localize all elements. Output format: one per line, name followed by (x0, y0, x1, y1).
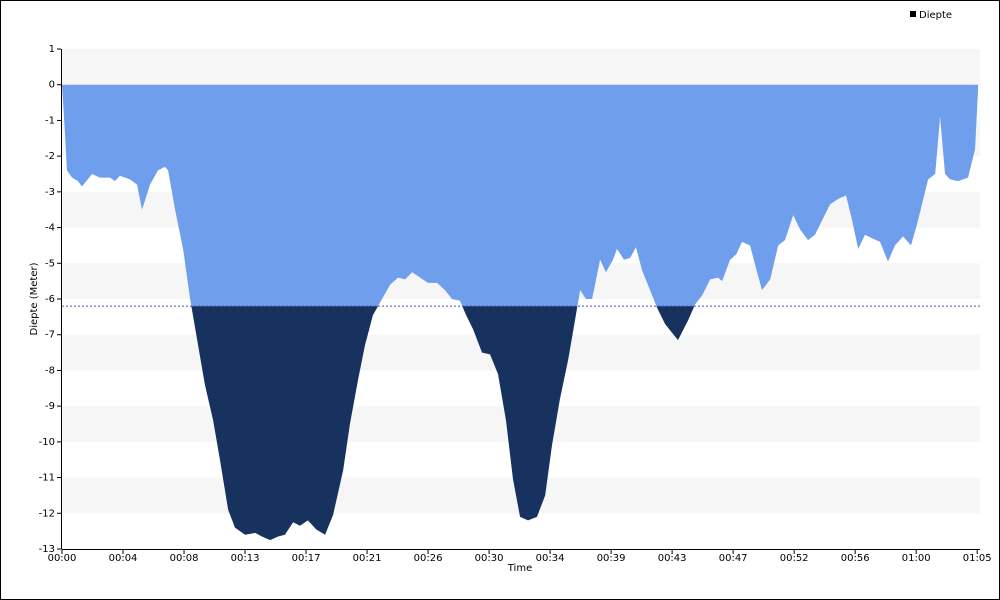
x-tick-label: 00:43 (658, 553, 687, 564)
y-axis-label: Diepte (Meter) (29, 262, 40, 335)
x-tick-label: 00:04 (109, 553, 138, 564)
y-tick-label: 0 (49, 80, 55, 91)
x-tick-label: 00:39 (597, 553, 626, 564)
x-tick-label: 00:13 (231, 553, 260, 564)
x-tick-label: 00:52 (780, 553, 809, 564)
x-tick-label: 00:08 (170, 553, 199, 564)
y-tick-label: -6 (45, 294, 55, 305)
x-tick-label: 00:56 (841, 553, 870, 564)
x-tick-label: 00:30 (475, 553, 504, 564)
x-tick-label: 00:34 (536, 553, 565, 564)
x-tick-label: 00:47 (719, 553, 748, 564)
y-tick-label: -9 (45, 401, 55, 412)
y-tick-label: -1 (45, 115, 55, 126)
x-axis-label: Time (507, 563, 532, 574)
legend-label: Diepte (919, 10, 952, 21)
x-tick-label: 01:00 (902, 553, 931, 564)
y-tick-label: -4 (45, 223, 55, 234)
area-above (62, 84, 979, 307)
y-tick-label: 1 (49, 44, 55, 55)
y-tick-label: -7 (45, 330, 55, 341)
legend-swatch (910, 11, 916, 17)
y-tick-label: -3 (45, 187, 55, 198)
x-tick-label: 00:00 (48, 553, 77, 564)
y-tick-label: -5 (45, 258, 55, 269)
y-tick-label: -8 (45, 365, 55, 376)
grid-band (62, 49, 980, 85)
x-tick-label: 01:05 (963, 553, 992, 564)
x-tick-label: 00:17 (292, 553, 321, 564)
x-tick-label: 00:26 (414, 553, 443, 564)
y-tick-label: -12 (39, 508, 55, 519)
y-tick-label: -2 (45, 151, 55, 162)
y-tick-label: -11 (39, 473, 55, 484)
y-tick-label: -13 (39, 544, 55, 555)
y-tick-label: -10 (39, 437, 55, 448)
x-tick-label: 00:21 (353, 553, 382, 564)
area-below (191, 306, 695, 541)
